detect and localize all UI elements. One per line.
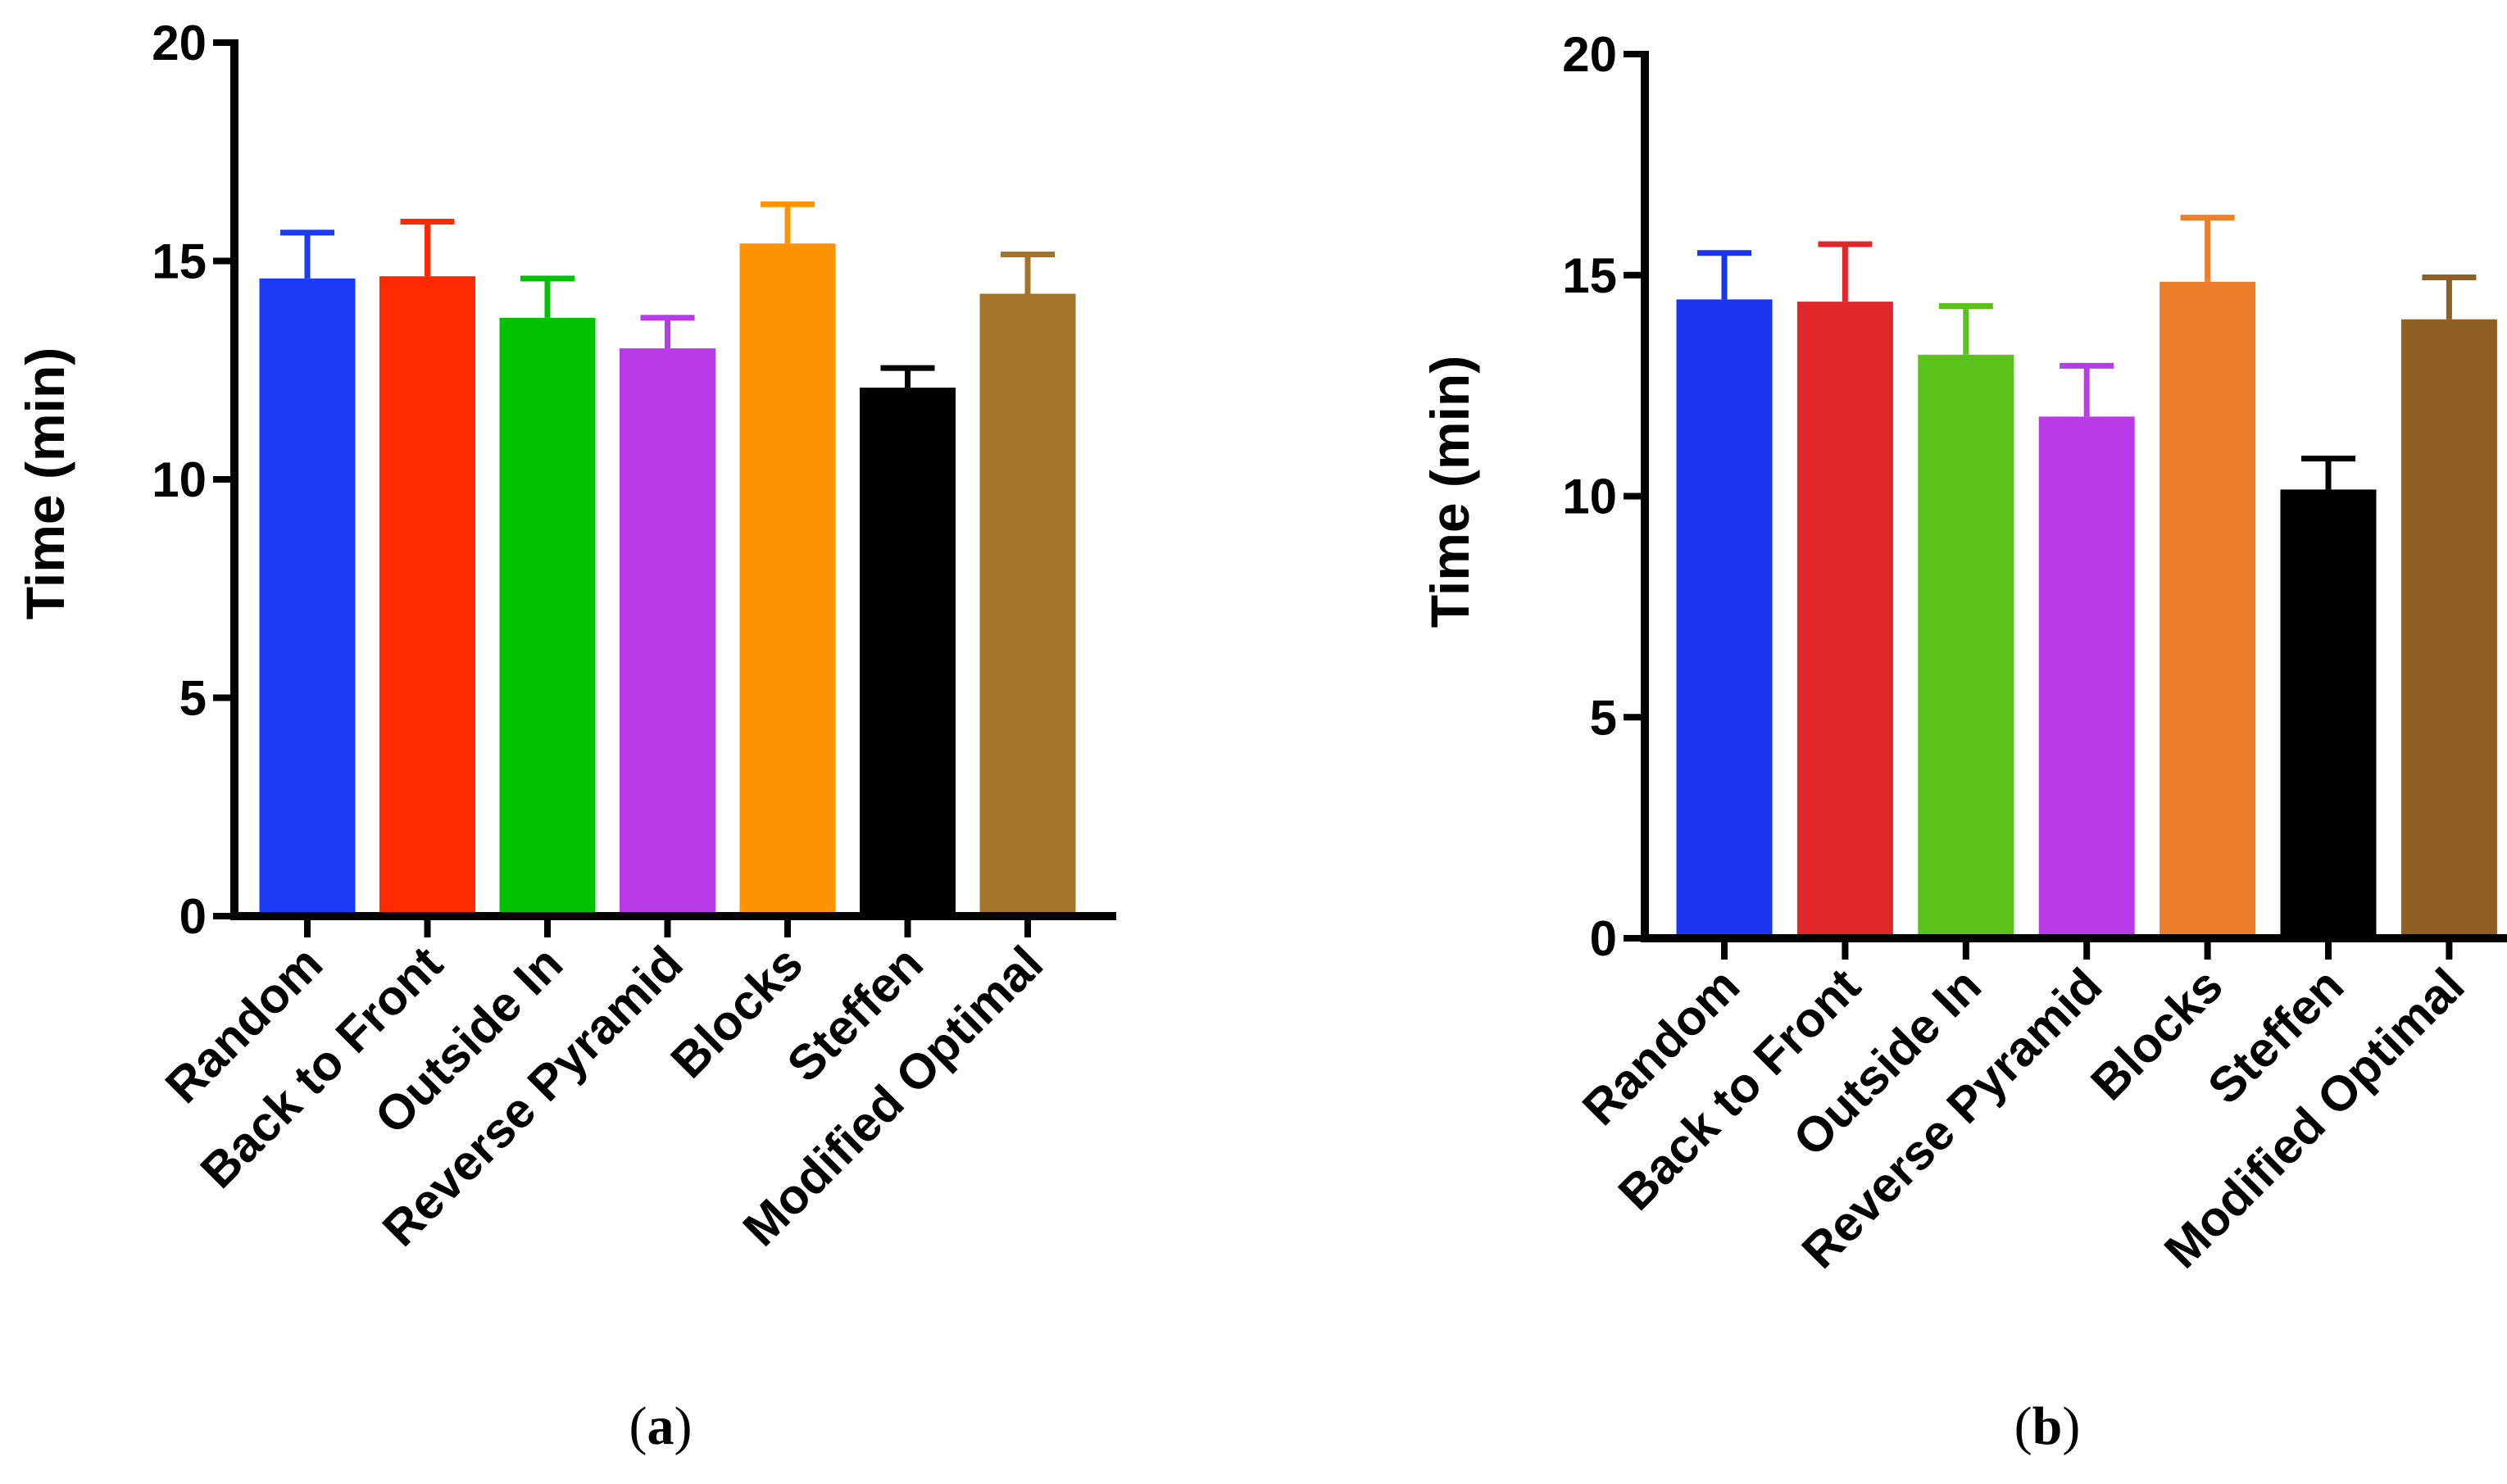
chart-a-y-tick-label-4: 20 (152, 16, 207, 70)
chart-b-bar-0 (1676, 299, 1773, 938)
chart-b-y-axis-title: Time (min) (1419, 356, 1480, 628)
chart-a-y-axis-title: Time (min) (15, 347, 75, 619)
chart-b-y-tick-label-1: 5 (1590, 690, 1617, 745)
chart-b-y-tick-label-2: 10 (1562, 470, 1617, 524)
chart-a-bar-6 (979, 293, 1076, 917)
chart-a-y-tick-label-3: 15 (152, 234, 207, 289)
chart-a-bar-0 (259, 278, 356, 916)
chart-a-y-tick-label-2: 10 (152, 452, 207, 507)
chart-a-bar-1 (379, 276, 475, 916)
chart-a-bar-4 (739, 243, 836, 916)
chart-a-y-tick-label-1: 5 (179, 671, 207, 726)
chart-a-bar-2 (499, 317, 596, 916)
caption-a: (a) (629, 1396, 693, 1456)
chart-a-bar-5 (860, 388, 956, 916)
chart-b-bar-6 (2400, 319, 2497, 938)
chart-a-y-tick-label-0: 0 (179, 889, 207, 944)
chart-b-y-tick-label-3: 15 (1562, 248, 1617, 303)
chart-b-bar-5 (2280, 489, 2377, 938)
caption-a-letter: a (647, 1396, 674, 1456)
chart-b-bar-2 (1918, 354, 2014, 938)
caption-b: (b) (2014, 1396, 2081, 1456)
chart-b-y-tick-label-4: 20 (1562, 27, 1617, 82)
chart-a-bar-3 (620, 348, 715, 917)
chart-b-bar-3 (2038, 416, 2135, 938)
chart-b-y-tick-label-0: 0 (1590, 911, 1617, 966)
chart-b-bar-4 (2160, 281, 2256, 938)
caption-b-letter: b (2032, 1396, 2063, 1456)
chart-b-bar-1 (1796, 302, 1893, 938)
